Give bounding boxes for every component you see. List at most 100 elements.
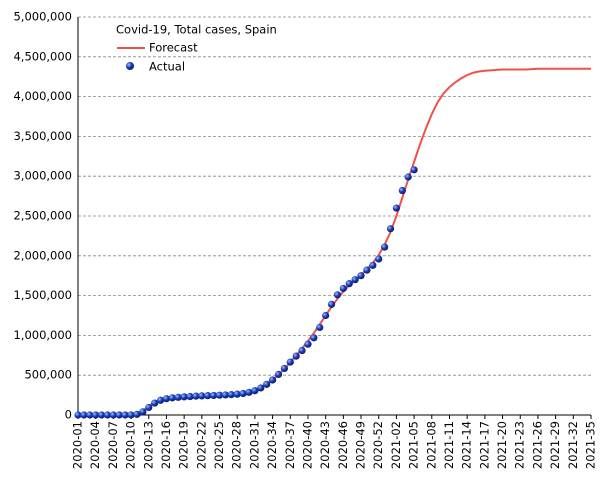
- y-tick-label: 500,000: [24, 368, 72, 382]
- x-tick-label: 2020-16: [159, 421, 173, 469]
- data-point: [103, 411, 112, 419]
- data-point: [357, 272, 365, 280]
- data-point: [204, 392, 212, 400]
- data-point: [251, 387, 259, 395]
- x-tick-label: 2020-40: [300, 421, 314, 469]
- y-tick-label: 3,000,000: [13, 169, 72, 183]
- data-point: [121, 411, 129, 419]
- data-point: [345, 280, 353, 288]
- x-tick-label: 2020-52: [371, 421, 385, 469]
- data-point: [363, 266, 371, 274]
- data-point: [263, 380, 271, 388]
- x-tick-label: 2020-10: [124, 421, 138, 469]
- legend-label: Forecast: [149, 41, 198, 55]
- x-tick-label: 2021-32: [566, 421, 580, 469]
- x-tick-label: 2020-49: [354, 421, 368, 469]
- data-point: [292, 352, 300, 360]
- x-tick-label: 2020-01: [71, 421, 85, 469]
- data-point: [386, 225, 395, 233]
- data-point: [145, 403, 153, 412]
- data-point: [322, 311, 330, 320]
- x-tick-label: 2020-31: [247, 421, 261, 469]
- x-tick-label: 2021-20: [495, 421, 509, 469]
- legend-label: Actual: [149, 60, 185, 74]
- data-point: [410, 166, 418, 174]
- data-point: [74, 411, 82, 419]
- data-point: [333, 291, 342, 299]
- y-tick-label: 2,000,000: [13, 248, 72, 262]
- data-point: [381, 243, 389, 251]
- y-tick-label: 3,500,000: [13, 129, 72, 143]
- data-point: [198, 392, 206, 400]
- data-point: [151, 399, 159, 407]
- x-tick-label: 2021-02: [389, 421, 403, 469]
- y-tick-label: 1,000,000: [13, 328, 72, 342]
- x-tick-label: 2021-17: [477, 421, 491, 469]
- y-tick-label: 0: [65, 408, 72, 422]
- data-point: [133, 410, 141, 418]
- plot-area: 0 500,000 1,000,000 1,500,000 2,000,000 2,500…: [13, 10, 597, 470]
- x-tick-label: 2021-14: [460, 421, 474, 469]
- data-point: [298, 346, 306, 355]
- data-point: [86, 411, 94, 419]
- data-point: [97, 411, 106, 419]
- data-point: [274, 370, 283, 379]
- data-point: [109, 411, 117, 419]
- data-point: [404, 173, 412, 181]
- chart-title: Covid-19, Total cases, Spain: [116, 23, 277, 37]
- data-point: [156, 396, 165, 404]
- data-point: [192, 392, 200, 400]
- data-point: [168, 394, 176, 402]
- data-point: [186, 392, 194, 401]
- x-tick-label: 2020-19: [177, 421, 191, 469]
- data-point: [174, 393, 182, 401]
- data-point: [268, 376, 277, 384]
- data-point: [92, 411, 100, 419]
- x-tick-label: 2021-35: [584, 421, 598, 469]
- x-tick-label: 2020-04: [88, 421, 102, 469]
- data-point: [239, 389, 247, 398]
- x-tick-label: 2020-22: [194, 421, 208, 469]
- x-tick-label: 2020-46: [336, 421, 350, 469]
- data-point: [221, 391, 230, 399]
- x-tick-label: 2020-13: [141, 421, 155, 469]
- data-point: [80, 411, 88, 419]
- data-point: [139, 408, 147, 416]
- data-point: [233, 390, 241, 398]
- data-point: [215, 391, 224, 399]
- data-point: [351, 276, 359, 284]
- data-point: [280, 364, 288, 373]
- data-point: [257, 384, 265, 392]
- x-tick-label: 2020-37: [283, 421, 297, 469]
- x-tick-label: 2021-08: [424, 421, 438, 469]
- data-point: [375, 255, 383, 263]
- legend-swatch: [126, 62, 134, 70]
- data-point: [304, 340, 312, 348]
- x-tick-label: 2021-11: [442, 421, 456, 469]
- x-tick-label: 2021-26: [530, 421, 544, 469]
- data-point: [316, 323, 324, 332]
- data-point: [369, 261, 377, 269]
- data-point: [227, 391, 235, 399]
- data-point: [392, 204, 401, 212]
- x-tick-label: 2021-05: [407, 421, 421, 469]
- y-tick-label: 5,000,000: [13, 10, 72, 24]
- data-point: [398, 186, 406, 195]
- data-point: [115, 411, 123, 419]
- y-tick-label: 1,500,000: [13, 288, 72, 302]
- x-tick-label: 2020-28: [230, 421, 244, 469]
- series-line: [78, 67, 591, 416]
- data-point: [310, 334, 318, 342]
- data-point: [245, 388, 253, 396]
- x-tick-label: 2021-29: [548, 421, 562, 469]
- data-point: [162, 395, 171, 403]
- data-point: [210, 391, 218, 400]
- data-point: [180, 393, 188, 401]
- y-tick-label: 4,000,000: [13, 89, 72, 103]
- x-tick-label: 2021-23: [513, 421, 527, 469]
- y-tick-label: 2,500,000: [13, 209, 72, 223]
- data-point: [339, 284, 347, 293]
- data-point: [327, 300, 336, 308]
